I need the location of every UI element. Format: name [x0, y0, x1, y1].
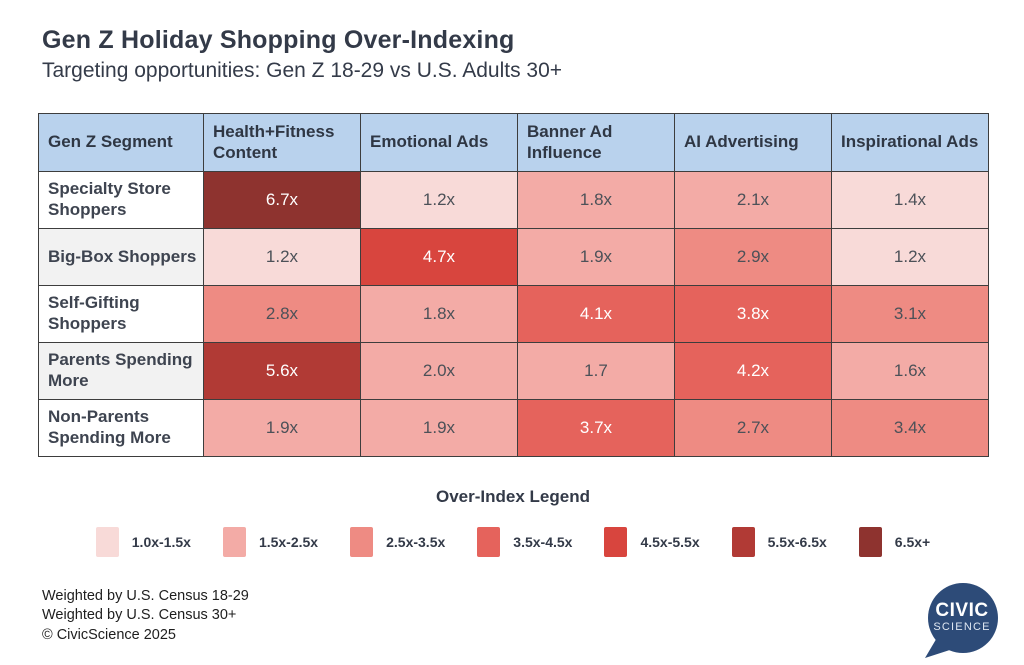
- value-cell: 3.1x: [831, 285, 989, 343]
- value-cell: 3.4x: [831, 399, 989, 457]
- legend-swatch: [731, 527, 755, 557]
- footer-notes: Weighted by U.S. Census 18-29 Weighted b…: [42, 587, 249, 645]
- column-header-cell: AI Advertising: [674, 113, 832, 172]
- legend-label: 1.5x-2.5x: [258, 534, 319, 550]
- value-cell: 2.8x: [203, 285, 361, 343]
- value-cell: 4.2x: [674, 342, 832, 400]
- segment-label-cell: Self-Gifting Shoppers: [38, 285, 204, 343]
- footer-note-line: Weighted by U.S. Census 30+: [42, 607, 237, 624]
- logo-word-science: SCIENCE: [933, 620, 991, 633]
- logo-text: CIVIC SCIENCE: [928, 601, 996, 633]
- legend-swatch: [95, 527, 119, 557]
- column-header-cell: Health+Fitness Content: [203, 113, 361, 172]
- legend-label: 6.5x+: [894, 534, 931, 550]
- legend-item: 6.5x+: [858, 527, 931, 557]
- civicscience-logo: CIVIC SCIENCE: [918, 581, 1000, 663]
- legend-swatch: [222, 527, 246, 557]
- header-row: Gen Z Segment Health+Fitness Content Emot…: [38, 113, 989, 172]
- legend-swatch: [477, 527, 501, 557]
- legend-swatch: [604, 527, 628, 557]
- legend-item: 5.5x-6.5x: [731, 527, 827, 557]
- value-cell: 1.9x: [517, 228, 675, 286]
- value-cell: 1.8x: [360, 285, 518, 343]
- heatmap-body: Specialty Store Shoppers 6.7x 1.2x 1.8x 2.1x…: [38, 171, 989, 457]
- legend-title: Over-Index Legend: [436, 487, 590, 506]
- value-cell: 1.9x: [203, 399, 361, 457]
- legend-label: 5.5x-6.5x: [767, 534, 827, 550]
- segment-label-cell: Big-Box Shoppers: [38, 228, 204, 286]
- value-cell: 3.7x: [517, 399, 675, 457]
- value-cell: 3.8x: [674, 285, 832, 343]
- legend-label: 4.5x-5.5x: [640, 534, 700, 550]
- value-cell: 6.7x: [203, 171, 361, 229]
- segment-label-cell: Parents Spending More: [38, 342, 204, 400]
- value-cell: 1.6x: [831, 342, 989, 400]
- row-header-cell: Gen Z Segment: [38, 113, 204, 172]
- legend-row: 1.0x-1.5x 1.5x-2.5x 2.5x-3.5x 3.5x-4.5x 4.5x…: [38, 527, 988, 557]
- value-cell: 1.2x: [360, 171, 518, 229]
- value-cell: 1.8x: [517, 171, 675, 229]
- table-row: Non-Parents Spending More 1.9x 1.9x 3.7x 2.7…: [38, 399, 989, 457]
- column-header-cell: Inspirational Ads: [831, 113, 989, 172]
- legend-item: 4.5x-5.5x: [604, 527, 700, 557]
- segment-label-cell: Specialty Store Shoppers: [38, 171, 204, 229]
- table-row: Specialty Store Shoppers 6.7x 1.2x 1.8x 2.1x…: [38, 171, 989, 229]
- legend-item: 1.5x-2.5x: [222, 527, 319, 557]
- legend-item: 3.5x-4.5x: [477, 527, 572, 557]
- legend-label: 1.0x-1.5x: [131, 534, 191, 550]
- over-index-heatmap-table: Gen Z Segment Health+Fitness Content Emot…: [38, 113, 989, 457]
- legend-item: 2.5x-3.5x: [350, 527, 445, 557]
- value-cell: 2.9x: [674, 228, 832, 286]
- footer-note-line: Weighted by U.S. Census 18-29: [42, 588, 249, 604]
- table-row: Self-Gifting Shoppers 2.8x 1.8x 4.1x 3.8x 3.1…: [38, 285, 989, 343]
- legend-swatch: [858, 527, 882, 557]
- value-cell: 2.7x: [674, 399, 832, 457]
- column-header-cell: Banner Ad Influence: [517, 113, 675, 172]
- legend-label: 2.5x-3.5x: [386, 534, 446, 550]
- page-title: Gen Z Holiday Shopping Over-Indexing: [42, 26, 515, 54]
- logo-word-civic: CIVIC: [935, 600, 989, 621]
- value-cell: 2.0x: [360, 342, 518, 400]
- legend-item: 1.0x-1.5x: [95, 527, 191, 557]
- page-subtitle: Targeting opportunities: Gen Z 18-29 vs …: [42, 59, 563, 82]
- value-cell: 2.1x: [674, 171, 832, 229]
- table-row: Parents Spending More 5.6x 2.0x 1.7 4.2x 1.6x: [38, 342, 989, 400]
- speech-bubble-icon: [925, 583, 998, 658]
- value-cell: 1.2x: [831, 228, 989, 286]
- value-cell: 1.2x: [203, 228, 361, 286]
- value-cell: 4.7x: [360, 228, 518, 286]
- value-cell: 1.9x: [360, 399, 518, 457]
- value-cell: 1.7: [517, 342, 675, 400]
- legend-label: 3.5x-4.5x: [513, 534, 573, 550]
- column-header-cell: Emotional Ads: [360, 113, 518, 172]
- table-row: Big-Box Shoppers 1.2x 4.7x 1.9x 2.9x 1.2x: [38, 228, 989, 286]
- value-cell: 1.4x: [831, 171, 989, 229]
- legend-swatch: [350, 527, 374, 557]
- segment-label-cell: Non-Parents Spending More: [38, 399, 204, 457]
- footer-note-line: © CivicScience 2025: [42, 626, 176, 643]
- value-cell: 4.1x: [517, 285, 675, 343]
- value-cell: 5.6x: [203, 342, 361, 400]
